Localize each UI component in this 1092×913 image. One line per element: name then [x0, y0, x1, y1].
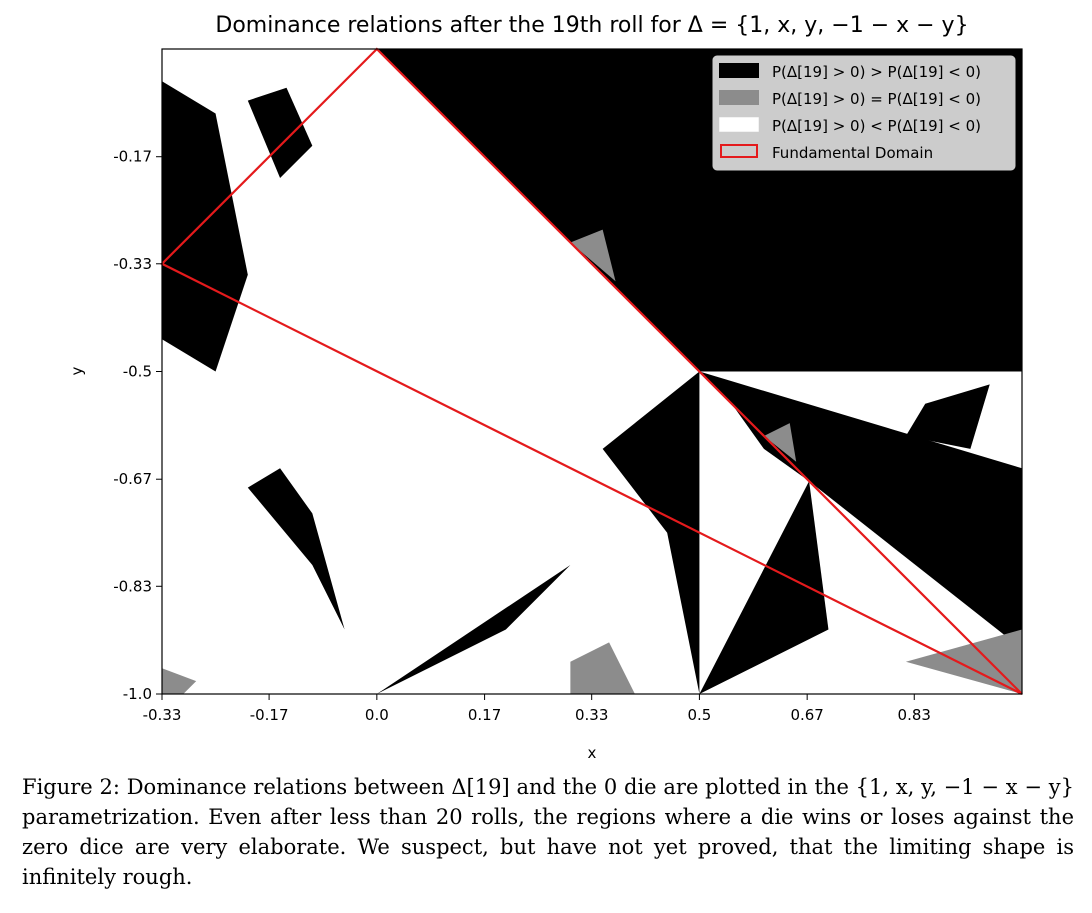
y-tick-label: -0.83 [113, 577, 152, 595]
x-tick-label: -0.17 [250, 706, 289, 724]
black-region-11 [905, 384, 990, 449]
x-tick-label: -0.33 [143, 706, 182, 724]
x-tick-label: 0.33 [575, 706, 608, 724]
x-tick-label: 0.5 [687, 706, 711, 724]
legend-swatch-gray [719, 90, 759, 105]
y-tick-label: -0.5 [123, 363, 152, 381]
chart-title: Dominance relations after the 19th roll … [215, 13, 968, 38]
black-region-9 [699, 481, 829, 694]
legend-label-greater: P(Δ[19] > 0) > P(Δ[19] < 0) [772, 63, 981, 81]
gray-region-2 [905, 629, 1022, 694]
fundamental-domain-outline [160, 47, 1023, 695]
black-region-2 [162, 81, 248, 372]
figure-caption: Figure 2: Dominance relations between Δ[… [22, 775, 1074, 889]
x-axis-ticks: -0.33 -0.17 0.0 0.17 0.33 0.5 0.67 0.83 [143, 694, 931, 724]
dominance-chart: Dominance relations after the 19th roll … [68, 13, 1023, 760]
gray-region-4 [162, 668, 197, 694]
x-tick-label: 0.83 [898, 706, 931, 724]
y-tick-label: -0.17 [113, 148, 152, 166]
y-tick-label: -1.0 [123, 685, 152, 703]
legend-swatch-black [719, 63, 759, 78]
black-region-3 [247, 87, 313, 178]
legend-swatch-domain [720, 144, 758, 158]
legend: P(Δ[19] > 0) > P(Δ[19] < 0) P(Δ[19] > 0)… [712, 55, 1016, 171]
x-axis-label: x [588, 744, 597, 760]
legend-label-equal: P(Δ[19] > 0) = P(Δ[19] < 0) [772, 90, 981, 108]
black-region-10 [828, 274, 893, 340]
gray-region-0 [570, 229, 616, 282]
gray-region-1 [763, 423, 797, 462]
x-tick-label: 0.0 [365, 706, 389, 724]
gray-region-3 [570, 642, 635, 694]
x-tick-label: 0.17 [468, 706, 501, 724]
legend-swatch-white [718, 116, 760, 133]
legend-label-less: P(Δ[19] > 0) < P(Δ[19] < 0) [772, 117, 981, 135]
y-axis-label: y [68, 366, 86, 375]
x-tick-label: 0.67 [790, 706, 823, 724]
legend-box [712, 55, 1016, 171]
black-region-4 [247, 468, 345, 630]
y-axis-ticks: -0.17 -0.33 -0.5 -0.67 -0.83 -1.0 [113, 148, 162, 703]
black-region-8 [376, 565, 571, 694]
legend-label-domain: Fundamental Domain [772, 144, 933, 162]
black-region-5 [602, 371, 700, 694]
y-tick-label: -0.33 [113, 255, 152, 273]
y-tick-label: -0.67 [113, 470, 152, 488]
